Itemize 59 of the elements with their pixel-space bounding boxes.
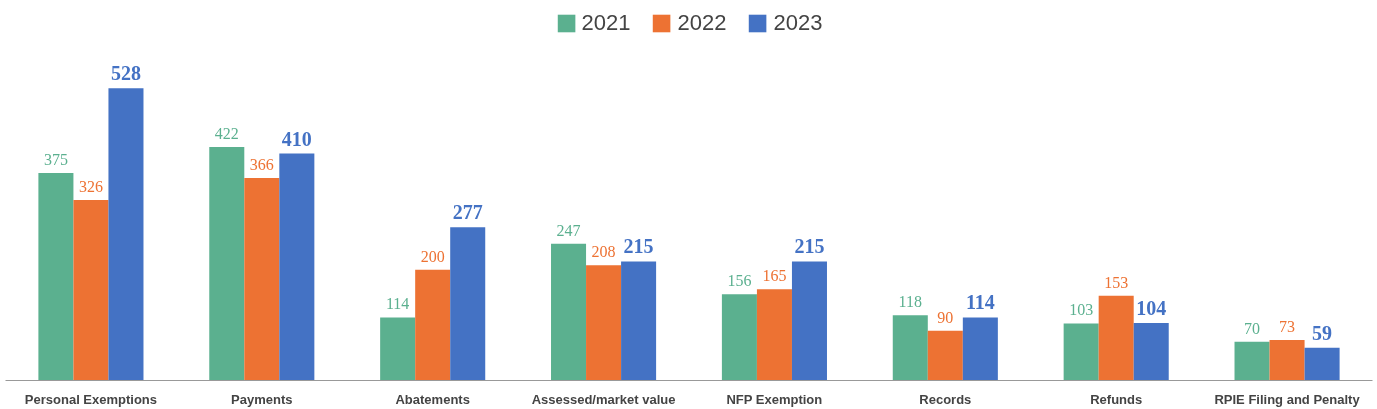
data-label: 153 [1104, 273, 1129, 291]
bar [551, 243, 587, 381]
data-label: 90 [937, 308, 954, 326]
bar [962, 317, 998, 381]
data-label: 528 [110, 62, 141, 85]
x-tick-label: NFP Exemption [726, 391, 823, 407]
x-tick-label: Abatements [395, 391, 470, 407]
data-label: 165 [762, 267, 787, 285]
bar [892, 315, 928, 381]
data-label: 104 [1136, 296, 1167, 319]
bar [108, 88, 144, 381]
data-label: 208 [591, 243, 616, 261]
data-label: 114 [385, 295, 410, 313]
data-label: 200 [420, 247, 445, 265]
data-label: 366 [249, 155, 274, 173]
bar [1269, 340, 1305, 381]
bar [38, 172, 74, 381]
bar [380, 317, 416, 381]
data-label: 156 [727, 272, 752, 290]
bar [1133, 322, 1169, 381]
data-label: 277 [452, 201, 483, 224]
data-label: 215 [623, 235, 654, 258]
bar [621, 261, 657, 381]
x-tick-label: Personal Exemptions [24, 391, 158, 407]
bar [1304, 347, 1340, 381]
bar [415, 269, 451, 381]
bar [450, 227, 486, 381]
data-label: 114 [965, 291, 995, 314]
data-label: 59 [1312, 321, 1333, 344]
bar [1063, 323, 1099, 381]
bar [927, 330, 963, 381]
data-label: 422 [214, 124, 239, 142]
data-label: 73 [1279, 318, 1296, 336]
bar [586, 265, 622, 381]
x-tick-label: Records [919, 391, 972, 407]
bar [721, 294, 757, 381]
data-label: 118 [898, 293, 922, 311]
x-tick-label: Refunds [1090, 391, 1143, 407]
bar [279, 153, 315, 381]
legend-label: 2023 [773, 10, 823, 36]
bar [791, 261, 827, 381]
x-tick-label: RPIE Filing and Penalty [1214, 391, 1361, 407]
bar [756, 289, 792, 381]
data-label: 103 [1069, 301, 1094, 319]
legend-label: 2022 [677, 10, 727, 36]
x-tick-label: Assessed/market value [531, 391, 676, 407]
data-label: 410 [281, 127, 312, 150]
data-label: 375 [43, 150, 68, 168]
data-label: 247 [556, 221, 581, 239]
data-label: 326 [78, 178, 103, 196]
bar [73, 200, 109, 381]
bar [1234, 341, 1270, 381]
data-label: 215 [794, 235, 825, 258]
bar [209, 146, 245, 381]
bar [1098, 295, 1134, 381]
legend-label: 2021 [581, 10, 631, 36]
bar [244, 177, 280, 381]
data-label: 70 [1244, 319, 1261, 337]
x-tick-label: Payments [231, 391, 293, 407]
